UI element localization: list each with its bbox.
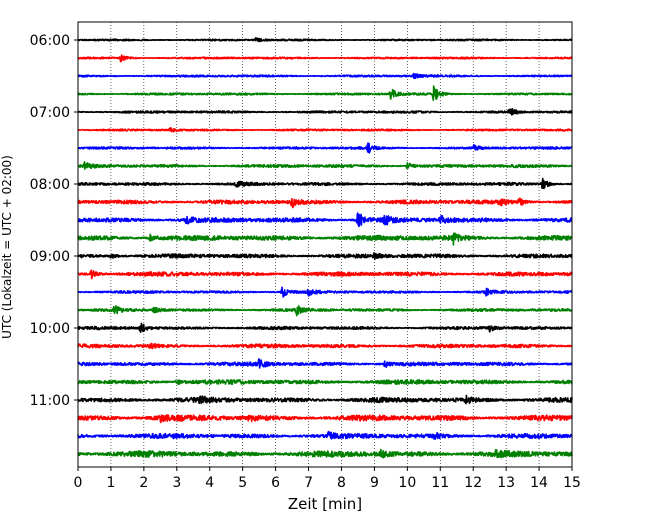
x-tick-label: 15: [563, 475, 581, 491]
seismogram-trace: [77, 142, 573, 154]
seismogram-traces: [77, 37, 573, 459]
y-tick-label: 11:00: [30, 393, 70, 409]
x-tick-label: 13: [497, 475, 515, 491]
seismogram-trace: [77, 448, 573, 459]
y-tick-label: 10:00: [30, 321, 70, 337]
seismogram-trace: [77, 72, 573, 80]
seismogram-trace: [77, 107, 573, 116]
x-tick-label: 9: [370, 475, 379, 491]
y-tick-label: 09:00: [30, 249, 70, 265]
y-tick-label: 06:00: [30, 33, 70, 49]
y-tick-label: 07:00: [30, 105, 70, 121]
seismogram-trace: [77, 322, 573, 333]
seismogram-trace: [77, 232, 573, 246]
seismogram-trace: [77, 342, 573, 350]
x-tick-label: 6: [271, 475, 280, 491]
seismogram-trace: [77, 197, 573, 209]
plot-frame: [77, 21, 573, 468]
seismogram-trace: [77, 85, 573, 102]
x-tick-label: 1: [106, 475, 115, 491]
seismogram-trace: [77, 37, 573, 43]
seismogram-trace: [77, 127, 573, 133]
seismogram-trace: [77, 269, 573, 280]
seismogram-trace: [77, 414, 573, 424]
seismogram-trace: [77, 430, 573, 440]
y-axis-ticks: 06:00 07:00 08:00 09:00 10:00 11:00: [30, 33, 78, 409]
seismogram-trace: [77, 161, 573, 170]
y-tick-label: 08:00: [30, 177, 70, 193]
seismogram-trace: [77, 286, 573, 298]
seismogram-trace: [77, 252, 573, 261]
x-tick-label: 3: [172, 475, 181, 491]
seismogram-trace: [77, 212, 573, 228]
x-tick-label: 4: [205, 475, 214, 491]
seismogram-trace: [77, 54, 573, 63]
x-tick-label: 8: [337, 475, 346, 491]
x-tick-label: 0: [74, 475, 83, 491]
seismogram-trace: [77, 394, 573, 405]
x-tick-label: 10: [398, 475, 416, 491]
seismogram-trace: [77, 358, 573, 369]
seismogram-trace: [77, 177, 573, 190]
grid-lines: [110, 22, 540, 467]
x-tick-label: 7: [304, 475, 313, 491]
x-tick-label: 5: [238, 475, 247, 491]
x-axis-title: Zeit [min]: [288, 495, 362, 513]
seismogram-trace: [77, 305, 573, 317]
x-tick-label: 11: [431, 475, 449, 491]
x-tick-label: 2: [139, 475, 148, 491]
y-axis-title: UTC (Lokalzeit = UTC + 02:00): [0, 155, 14, 339]
x-axis-ticks: 0 1 2 3 4 5 6 7 8 9 10 11 12 13 14 15: [74, 467, 581, 491]
x-tick-label: 12: [464, 475, 482, 491]
seismogram-trace: [77, 378, 573, 386]
x-tick-label: 14: [530, 475, 548, 491]
